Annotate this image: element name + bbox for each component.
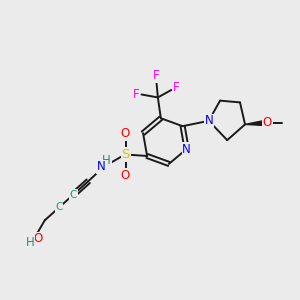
Text: O: O: [263, 116, 272, 129]
Text: F: F: [173, 80, 180, 94]
Text: F: F: [133, 88, 140, 101]
Text: C: C: [56, 202, 63, 212]
Text: N: N: [182, 142, 191, 155]
Text: H: H: [102, 154, 111, 167]
Text: O: O: [34, 232, 43, 245]
Text: C: C: [70, 190, 77, 200]
Text: N: N: [97, 160, 106, 173]
Polygon shape: [245, 120, 266, 126]
Text: N: N: [204, 114, 213, 127]
Text: F: F: [153, 69, 160, 82]
Text: O: O: [121, 127, 130, 140]
Text: S: S: [122, 148, 130, 161]
Text: O: O: [121, 169, 130, 182]
Text: H: H: [26, 236, 34, 249]
